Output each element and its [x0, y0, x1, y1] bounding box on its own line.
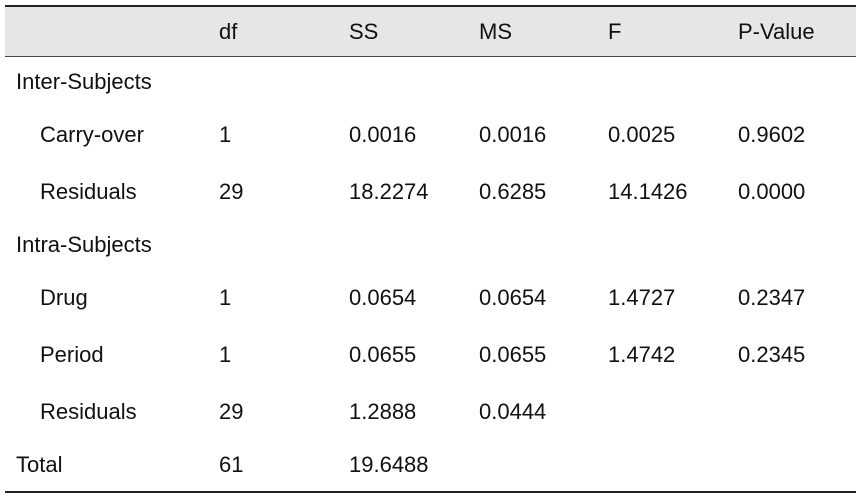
cell-ss: 0.0654	[349, 285, 417, 310]
header-f: F	[608, 19, 622, 44]
cell-ss: 19.6488	[349, 452, 429, 477]
anova-table: df SS MS F P-Value Inter-Subjects Carry-…	[5, 5, 856, 493]
cell-df: 1	[219, 342, 232, 367]
cell-df: 1	[219, 285, 232, 310]
cell-ms: 0.0654	[479, 285, 547, 310]
cell-df: 1	[219, 122, 232, 147]
header-df: df	[219, 19, 238, 44]
header-p-value: P-Value	[738, 19, 815, 44]
cell-ms: 0.0655	[479, 342, 547, 367]
section-intra-subjects: Intra-Subjects	[16, 232, 152, 257]
cell-f: 0.0025	[608, 122, 676, 147]
row-label: Residuals	[40, 399, 137, 424]
table-header: df SS MS F P-Value	[5, 7, 856, 57]
row-label: Period	[40, 342, 104, 367]
cell-p-value: 0.2347	[738, 285, 806, 310]
cell-df: 29	[219, 399, 244, 424]
row-label: Residuals	[40, 179, 137, 204]
cell-p-value: 0.0000	[738, 179, 806, 204]
cell-ss: 0.0655	[349, 342, 417, 367]
cell-ms: 0.6285	[479, 179, 547, 204]
section-inter-subjects: Inter-Subjects	[16, 69, 152, 94]
header-ss: SS	[349, 19, 379, 44]
cell-p-value: 0.2345	[738, 342, 806, 367]
cell-df: 29	[219, 179, 244, 204]
cell-ss: 1.2888	[349, 399, 417, 424]
cell-ms: 0.0444	[479, 399, 547, 424]
cell-f: 14.1426	[608, 179, 688, 204]
row-label: Total	[16, 452, 63, 477]
cell-p-value: 0.9602	[738, 122, 806, 147]
row-label: Carry-over	[40, 122, 144, 147]
cell-df: 61	[219, 452, 244, 477]
cell-f: 1.4742	[608, 342, 676, 367]
cell-ms: 0.0016	[479, 122, 547, 147]
cell-ss: 0.0016	[349, 122, 417, 147]
cell-ss: 18.2274	[349, 179, 429, 204]
cell-f: 1.4727	[608, 285, 676, 310]
row-label: Drug	[40, 285, 88, 310]
header-ms: MS	[479, 19, 512, 44]
